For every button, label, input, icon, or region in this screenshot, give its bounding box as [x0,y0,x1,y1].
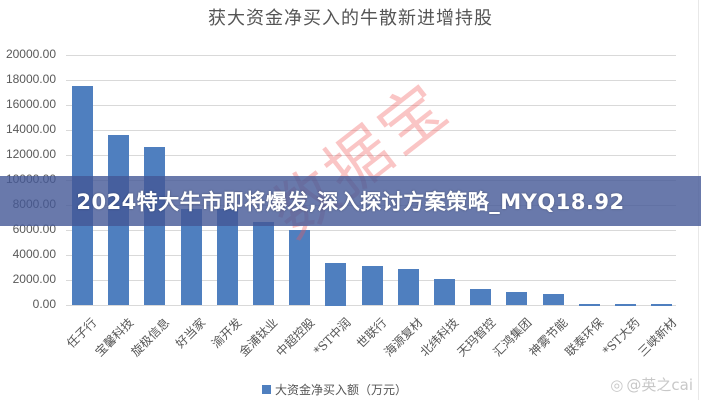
bar [325,263,346,306]
y-tick-label: 0.00 [32,297,56,311]
x-tick-label: 旋极信息 [128,315,173,360]
x-tick-label: 宝馨科技 [92,315,137,360]
x-tick-label: *ST大药 [600,315,643,359]
legend-label: 大资金净买入额（万元） [275,383,408,397]
x-tick-label: 金浦钛业 [236,315,281,360]
x-tick-label: 好当家 [173,315,209,351]
x-tick-label: 三峡新材 [635,315,680,360]
x-tick-label: 汇鸿集团 [490,315,535,360]
y-tick-label: 18000.00 [5,72,56,86]
x-tick-label: 中超控股 [273,315,318,360]
gridline [66,80,676,81]
gridline [66,55,676,56]
gridline [66,130,676,131]
y-tick-label: 12000.00 [5,147,56,161]
source-badge: ◎ @英之cai [610,374,693,395]
overlay-banner: 2024特大牛市即将爆发,深入探讨方案策略_MYQ18.92 [0,176,701,226]
chart-title: 获大资金净买入的牛散新进增持股 [208,8,493,29]
bar [651,304,672,306]
bar [181,209,202,305]
weibo-icon: ◎ [610,375,624,394]
bar [470,289,491,305]
gridline [66,230,676,231]
bar [434,279,455,305]
bar [615,304,636,306]
legend-swatch [262,385,271,394]
x-tick-label: 联泰环保 [562,315,607,360]
bar [579,304,600,306]
banner-text: 2024特大牛市即将爆发,深入探讨方案策略_MYQ18.92 [76,190,625,214]
y-tick-label: 16000.00 [5,97,56,111]
gridline [66,105,676,106]
x-tick-label: 天玛智控 [454,315,499,360]
x-tick-label: 海源复材 [381,315,426,360]
y-tick-label: 2000.00 [12,272,56,286]
bar [506,292,527,305]
bar [217,209,238,305]
bar [253,222,274,305]
x-tick-label: 神雾节能 [526,315,571,360]
gridline [66,305,676,306]
y-tick-label: 4000.00 [12,247,56,261]
bar [398,269,419,305]
bar [289,230,310,305]
bar [543,294,564,305]
y-tick-label: 20000.00 [5,47,56,61]
y-tick-label: 14000.00 [5,122,56,136]
source-handle: @英之cai [626,376,693,394]
gridline [66,255,676,256]
bar [144,147,165,305]
bar [362,266,383,305]
gridline [66,155,676,156]
x-tick-label: 北纬科技 [417,315,462,360]
legend: 大资金净买入额（万元） [262,381,407,398]
x-tick-label: *ST中润 [310,315,354,359]
